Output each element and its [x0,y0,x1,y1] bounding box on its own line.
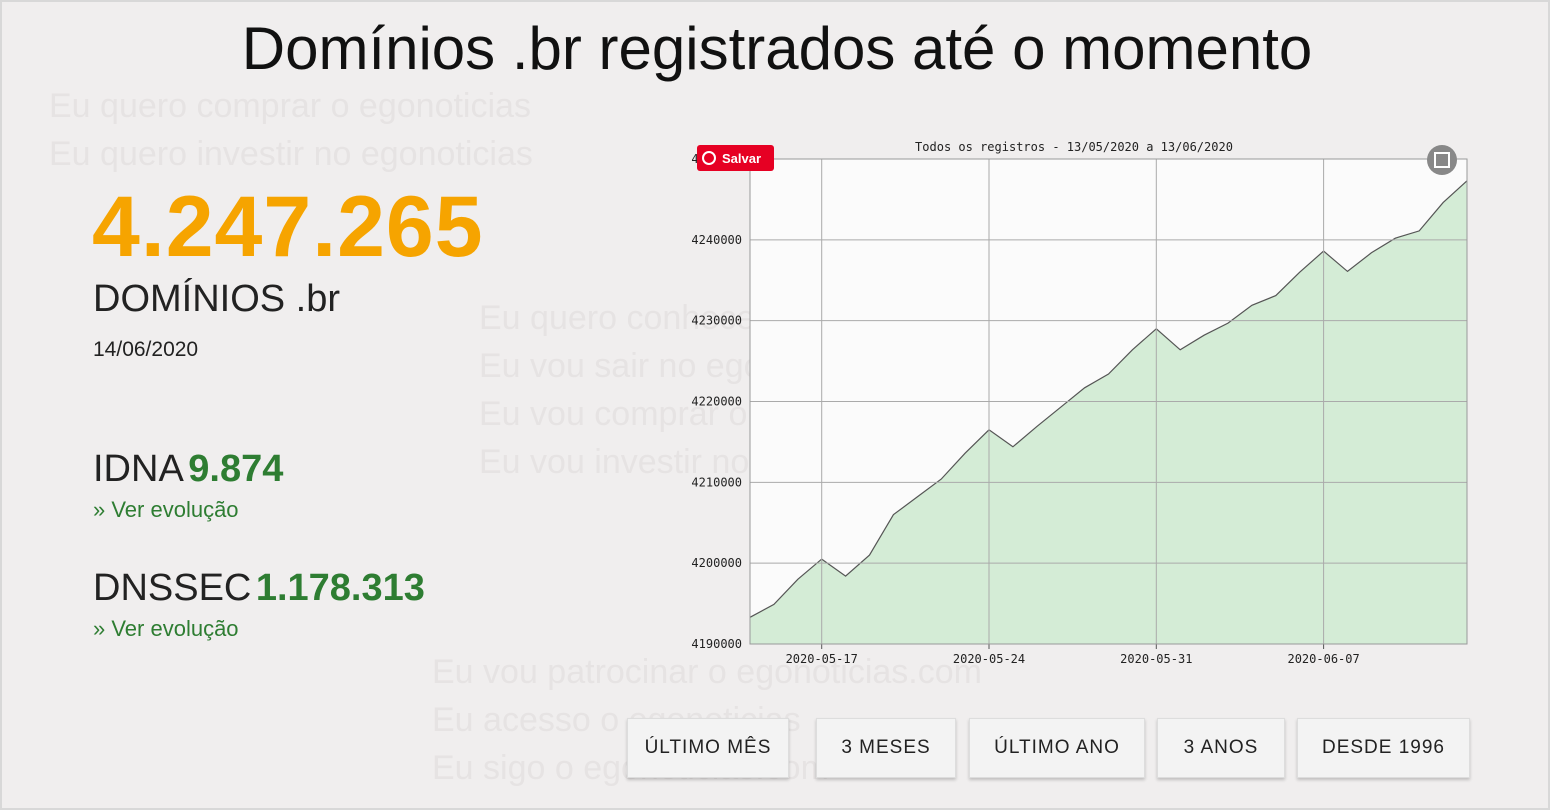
pinterest-icon [702,151,716,165]
range-button[interactable]: 3 MESES [816,718,956,778]
dnssec-value: 1.178.313 [255,567,425,609]
chart-title: Todos os registros - 13/05/2020 a 13/06/… [915,140,1233,154]
dnssec-stat: DNSSEC 1.178.313 [93,567,425,610]
watermark: Eu quero comprar o egonoticias [49,87,531,125]
idna-stat: IDNA 9.874 [93,448,283,491]
watermark: Eu quero investir no egonoticias [49,135,533,173]
watermark: Eu vou patrocinar o egonoticias.com [432,653,982,691]
total-domains: 4.247.265 [92,179,484,275]
total-label: DOMÍNIOS .br [93,278,341,320]
range-button[interactable]: 3 ANOS [1157,718,1285,778]
dnssec-link[interactable]: » Ver evolução [93,616,239,641]
x-tick-label: 2020-05-31 [1120,652,1192,666]
y-tick-label: 4210000 [691,475,742,489]
x-tick-label: 2020-06-07 [1287,652,1359,666]
idna-value: 9.874 [188,448,284,490]
save-label: Salvar [722,150,762,166]
pinterest-save-button[interactable]: Salvar [697,145,774,171]
y-tick-label: 4240000 [691,233,742,247]
idna-label: IDNA [93,448,184,490]
area-fill [750,180,1467,645]
x-tick-label: 2020-05-24 [953,652,1025,666]
area-line [749,180,1468,618]
idna-link[interactable]: » Ver evolução [93,497,239,522]
page-title: Domínios .br registrados até o momento [241,15,1313,82]
zoom-button[interactable] [1427,145,1457,175]
range-button[interactable]: ÚLTIMO MÊS [627,718,789,778]
range-button[interactable]: ÚLTIMO ANO [969,718,1145,778]
y-tick-label: 4230000 [691,314,742,328]
x-tick-label: 2020-05-17 [786,652,858,666]
date: 14/06/2020 [93,338,199,361]
y-tick-label: 4190000 [691,637,742,651]
plot-border [749,158,1468,645]
range-button[interactable]: DESDE 1996 [1297,718,1470,778]
chart: Todos os registros - 13/05/2020 a 13/06/… [691,140,1468,666]
dnssec-label: DNSSEC [93,567,252,609]
y-tick-label: 4200000 [691,556,742,570]
y-tick-label: 4220000 [691,395,742,409]
